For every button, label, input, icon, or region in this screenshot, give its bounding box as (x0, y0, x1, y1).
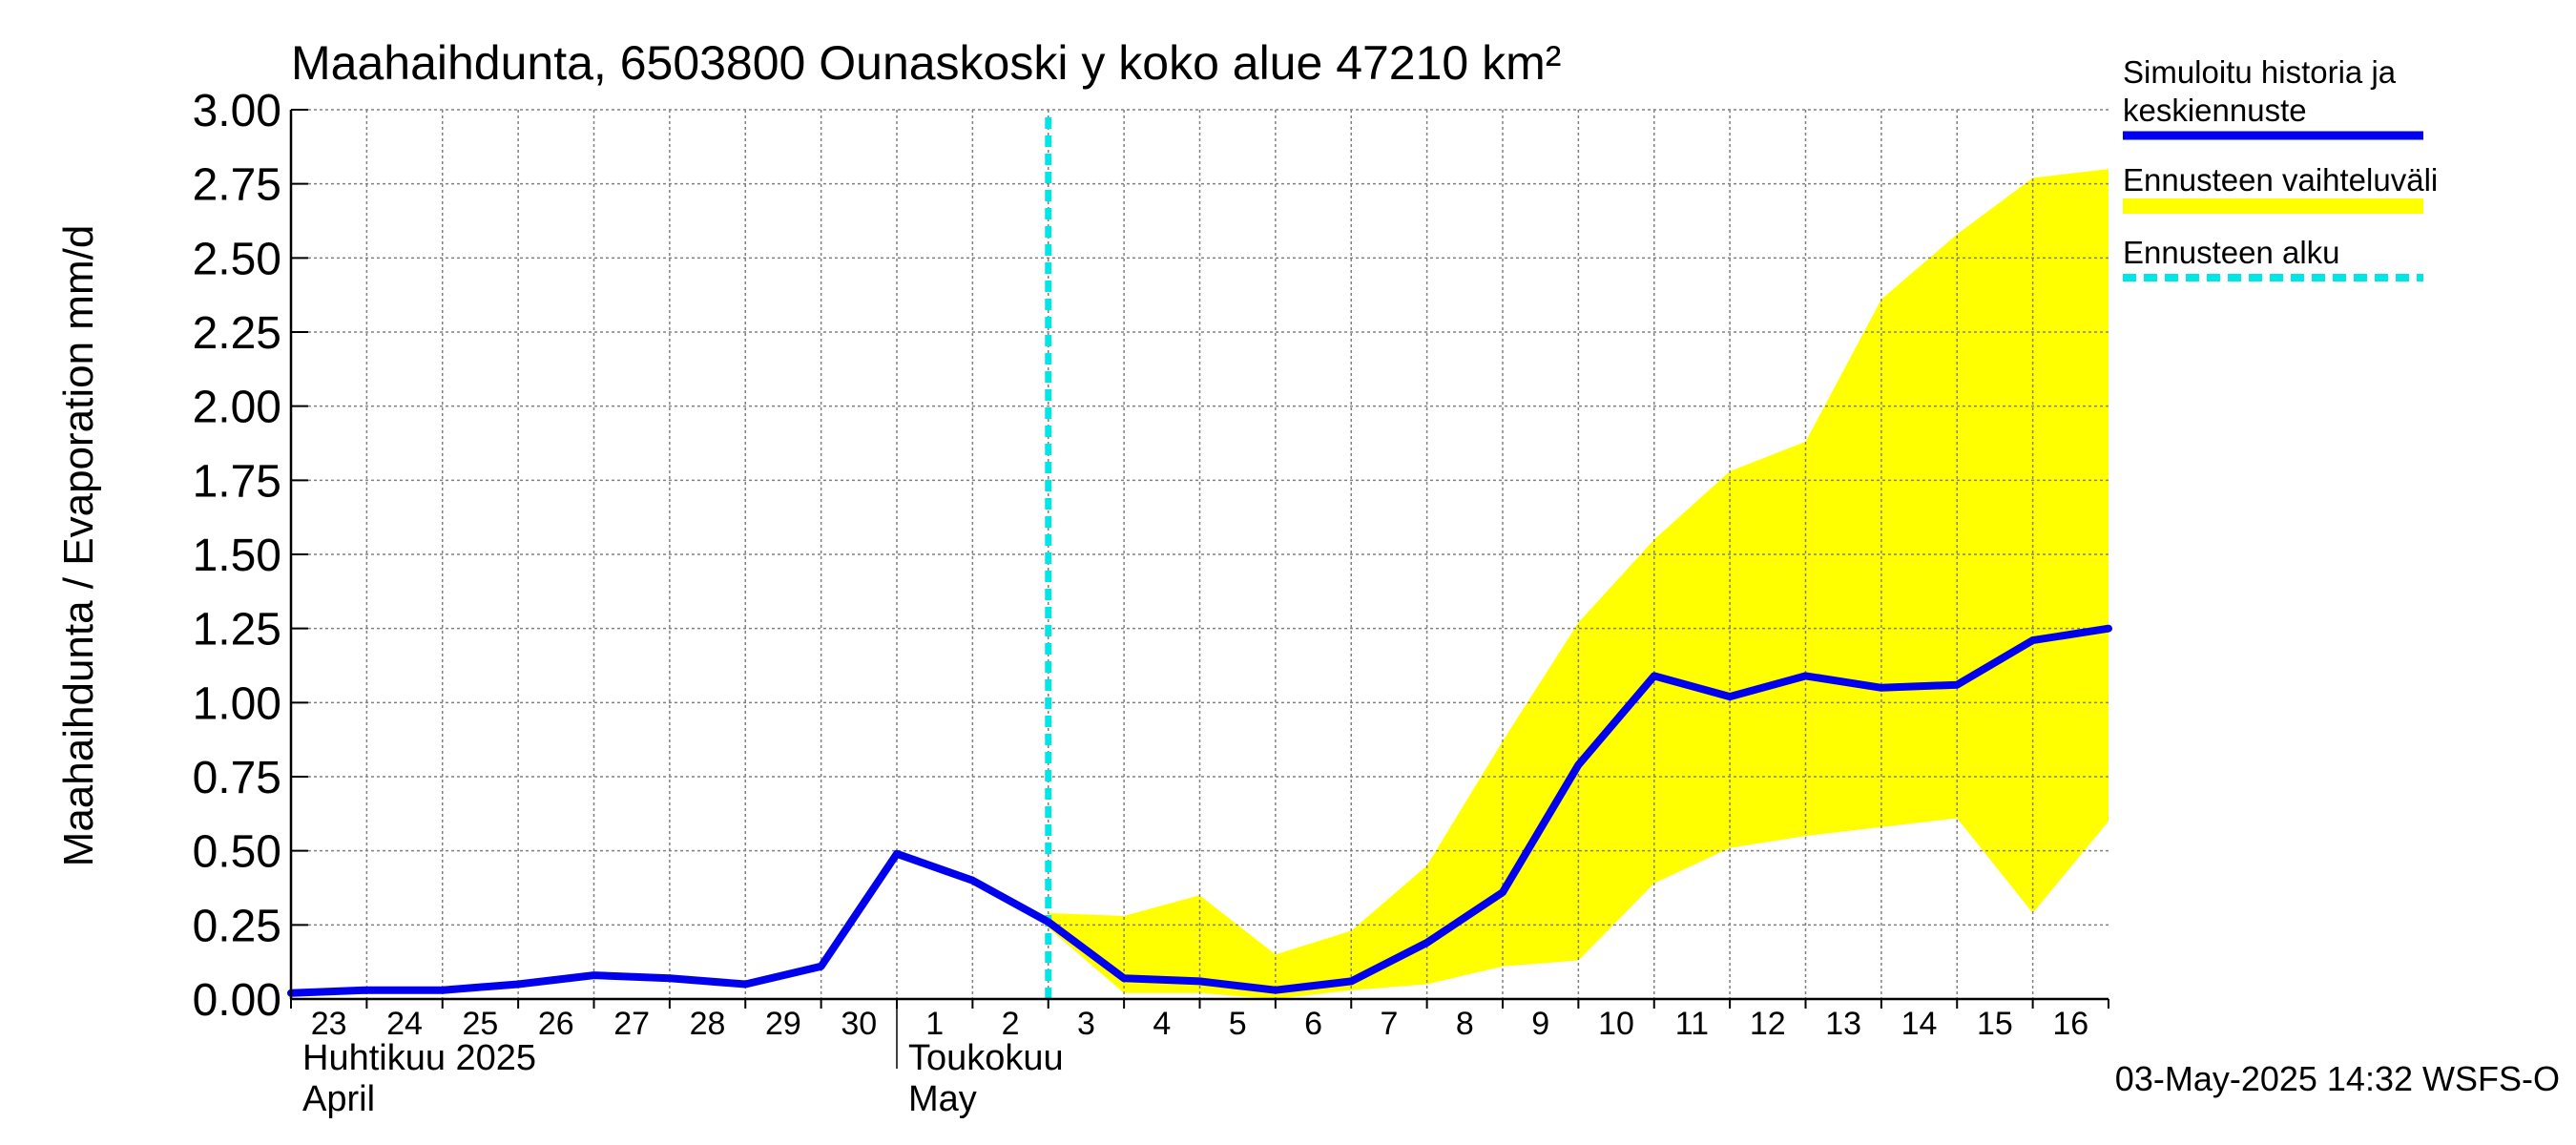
x-tick-label: 23 (311, 1006, 347, 1042)
x-tick-label: 4 (1153, 1006, 1171, 1042)
month-label-english: May (908, 1079, 977, 1119)
y-tick-label: 2.50 (193, 234, 281, 284)
legend-label-range: Ennusteen vaihteluväli (2123, 162, 2438, 198)
series-layer (287, 117, 2112, 999)
x-tick-label: 10 (1598, 1006, 1634, 1042)
x-tick-label: 5 (1229, 1006, 1247, 1042)
x-tick-label: 29 (765, 1006, 801, 1042)
x-tick-label: 13 (1825, 1006, 1861, 1042)
legend-label-forecast-start: Ennusteen alku (2123, 235, 2340, 270)
x-tick-label: 8 (1456, 1006, 1474, 1042)
y-tick-label: 2.25 (193, 308, 281, 359)
y-tick-label: 0.00 (193, 975, 281, 1026)
x-tick-label: 1 (925, 1006, 944, 1042)
y-tick-label: 0.25 (193, 901, 281, 951)
y-axis-label: Maahaihdunta / Evaporation mm/d (55, 225, 102, 867)
x-tick-label: 15 (1977, 1006, 2013, 1042)
y-tick-label: 1.75 (193, 456, 281, 507)
x-tick-label: 30 (841, 1006, 877, 1042)
x-tick-label: 6 (1304, 1006, 1322, 1042)
x-tick-label: 14 (1901, 1006, 1938, 1042)
x-tick-label: 2 (1002, 1006, 1020, 1042)
y-tick-label: 3.00 (193, 86, 281, 136)
x-tick-label: 3 (1077, 1006, 1095, 1042)
y-tick-label: 2.00 (193, 383, 281, 433)
y-tick-label: 1.00 (193, 678, 281, 729)
month-label: Toukokuu (908, 1038, 1064, 1078)
x-tick-label: 28 (690, 1006, 726, 1042)
legend-label-simulated: Simuloitu historia ja (2123, 54, 2397, 90)
y-tick-label: 0.75 (193, 753, 281, 803)
legend-label-simulated-cont: keskiennuste (2123, 93, 2307, 128)
forecast-range-band (1048, 169, 2109, 1000)
month-label-english: April (302, 1079, 375, 1119)
forecast-range-layer (1048, 169, 2109, 1000)
month-label: Huhtikuu 2025 (302, 1038, 536, 1078)
footer-timestamp: 03-May-2025 14:32 WSFS-O (2115, 1059, 2560, 1098)
series-line-simulated (287, 624, 2112, 997)
x-tick-label: 25 (463, 1006, 499, 1042)
axes-layer: 0.00 0.25 0.50 0.75 1.00 1.25 1.50 1.75 2.00 2.25… (193, 86, 2109, 1119)
x-tick-label: 9 (1531, 1006, 1549, 1042)
y-tick-label: 1.25 (193, 605, 281, 656)
x-tick-label: 7 (1380, 1006, 1398, 1042)
y-tick-label: 0.50 (193, 827, 281, 878)
x-tick-label: 16 (2052, 1006, 2088, 1042)
x-tick-label: 11 (1675, 1006, 1709, 1042)
x-tick-label: 24 (386, 1006, 423, 1042)
x-tick-label: 12 (1750, 1006, 1786, 1042)
y-tick-label: 1.50 (193, 531, 281, 581)
chart-title: Maahaihdunta, 6503800 Ounaskoski y koko … (291, 36, 1561, 90)
x-tick-label: 26 (538, 1006, 574, 1042)
x-tick-label: 27 (613, 1006, 650, 1042)
y-tick-label: 2.75 (193, 160, 281, 211)
